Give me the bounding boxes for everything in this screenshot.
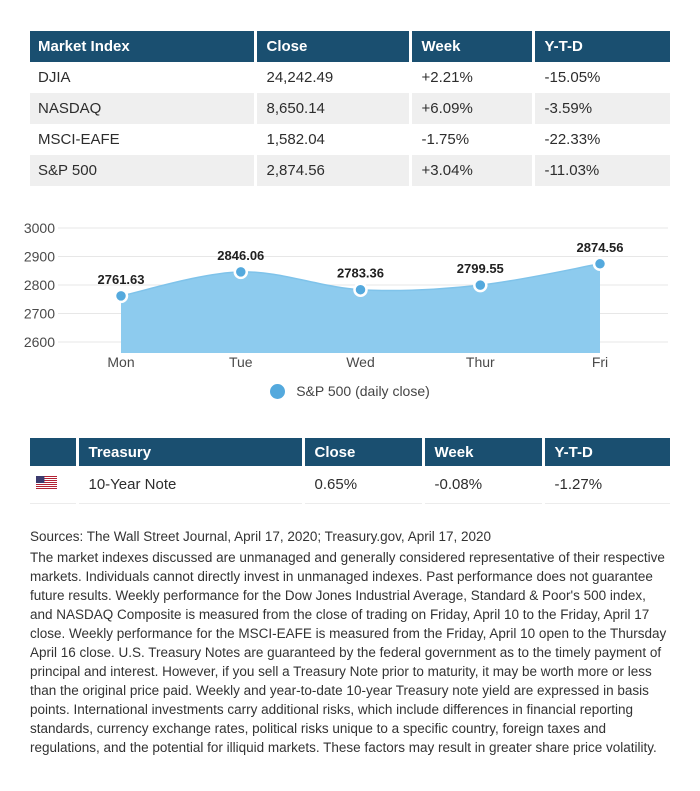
footer: Sources: The Wall Street Journal, April … xyxy=(30,527,670,757)
flag-cell xyxy=(30,466,77,504)
index-value-cell: +6.09% xyxy=(408,93,533,124)
index-name-cell: MSCI-EAFE xyxy=(38,131,120,148)
y-axis-tick-label: 2700 xyxy=(24,306,55,322)
index-name-cell: DJIA xyxy=(38,69,71,86)
treasury-header-close: Close xyxy=(301,438,423,466)
x-axis-tick-label: Tue xyxy=(229,354,253,370)
index-header-y-t-d: Y-T-D xyxy=(531,31,670,62)
treasury-value-cell: -0.08% xyxy=(421,466,543,504)
y-axis-tick-label: 2800 xyxy=(24,277,55,293)
data-point-marker xyxy=(473,277,488,293)
index-value-cell: 24,242.49 xyxy=(253,62,410,93)
treasury-header-week: Week xyxy=(421,438,543,466)
x-axis-tick-label: Thur xyxy=(466,354,495,370)
index-table-row-djia: DJIA 24,242.49 +2.21% -15.05% xyxy=(30,62,670,93)
treasury-value-cell: 0.65% xyxy=(301,466,423,504)
treasury-table-row: 10-Year Note 0.65% -0.08% -1.27% xyxy=(30,466,670,504)
data-point-marker xyxy=(353,282,368,297)
treasury-name-cell: 10-Year Note xyxy=(75,466,303,504)
data-point-label: 2799.55 xyxy=(457,261,504,276)
chart-canvas: 3000 2900 2800 2700 2600 2761.63 2846.06 2783.3… xyxy=(24,220,668,370)
x-axis-tick-label: Wed xyxy=(346,354,375,370)
legend-marker-icon xyxy=(270,383,286,399)
index-value-cell: -11.03% xyxy=(531,155,670,186)
index-value-cell: -15.05% xyxy=(531,62,670,93)
index-value-cell: -1.75% xyxy=(408,124,533,155)
index-value-cell: 1,582.04 xyxy=(253,124,410,155)
treasury-header-y-t-d: Y-T-D xyxy=(541,438,670,466)
market-summary-page: Market Index Close Week Y-T-D DJIA 24,242.49… xyxy=(0,31,700,757)
y-axis-tick-label: 3000 xyxy=(24,220,55,236)
y-axis-tick-label: 2900 xyxy=(24,249,55,265)
legend-label: S&P 500 (daily close) xyxy=(296,383,430,399)
treasury-table: Treasury Close Week Y-T-D 10-Year Note 0.65%… xyxy=(30,438,670,504)
data-point-label: 2783.36 xyxy=(337,266,384,281)
data-point-marker xyxy=(113,288,129,304)
index-table-row-msci-eafe: MSCI-EAFE 1,582.04 -1.75% -22.33% xyxy=(30,124,670,155)
data-point-label: 2874.56 xyxy=(577,240,624,255)
sp500-area-chart: 3000 2900 2800 2700 2600 2761.63 2846.06 2783.3… xyxy=(0,210,700,375)
market-index-table: Market Index Close Week Y-T-D DJIA 24,242.49… xyxy=(30,31,670,186)
x-axis-tick-label: Mon xyxy=(107,354,134,370)
data-point-marker xyxy=(592,256,608,272)
index-value-cell: +3.04% xyxy=(408,155,533,186)
index-header-week: Week xyxy=(408,31,533,62)
index-value-cell: +2.21% xyxy=(408,62,533,93)
index-table-header-row: Market Index Close Week Y-T-D xyxy=(30,31,670,62)
treasury-header-col xyxy=(30,438,77,466)
index-header-market-index: Market Index xyxy=(30,31,255,62)
index-header-close: Close xyxy=(253,31,410,62)
index-value-cell: -3.59% xyxy=(531,93,670,124)
disclaimer-text: The market indexes discussed are unmanag… xyxy=(30,550,667,755)
treasury-header-treasury: Treasury xyxy=(75,438,303,466)
sources-line: Sources: The Wall Street Journal, April … xyxy=(30,529,491,544)
x-axis-tick-label: Fri xyxy=(592,354,608,370)
index-value-cell: 2,874.56 xyxy=(253,155,410,186)
chart-legend: S&P 500 (daily close) xyxy=(30,383,670,399)
index-name-cell: S&P 500 xyxy=(38,162,97,179)
data-point-label: 2846.06 xyxy=(217,248,264,263)
data-point-label: 2761.63 xyxy=(98,272,145,287)
index-name-cell: NASDAQ xyxy=(38,100,102,117)
us-flag-icon xyxy=(36,476,57,489)
index-value-cell: -22.33% xyxy=(531,124,670,155)
treasury-table-header-row: Treasury Close Week Y-T-D xyxy=(30,438,670,466)
index-table-row-nasdaq: NASDAQ 8,650.14 +6.09% -3.59% xyxy=(30,93,670,124)
y-axis-tick-label: 2600 xyxy=(24,334,55,350)
index-table-row-s-p-500: S&P 500 2,874.56 +3.04% -11.03% xyxy=(30,155,670,186)
treasury-value-cell: -1.27% xyxy=(541,466,670,504)
index-value-cell: 8,650.14 xyxy=(253,93,410,124)
data-point-marker xyxy=(233,264,249,280)
